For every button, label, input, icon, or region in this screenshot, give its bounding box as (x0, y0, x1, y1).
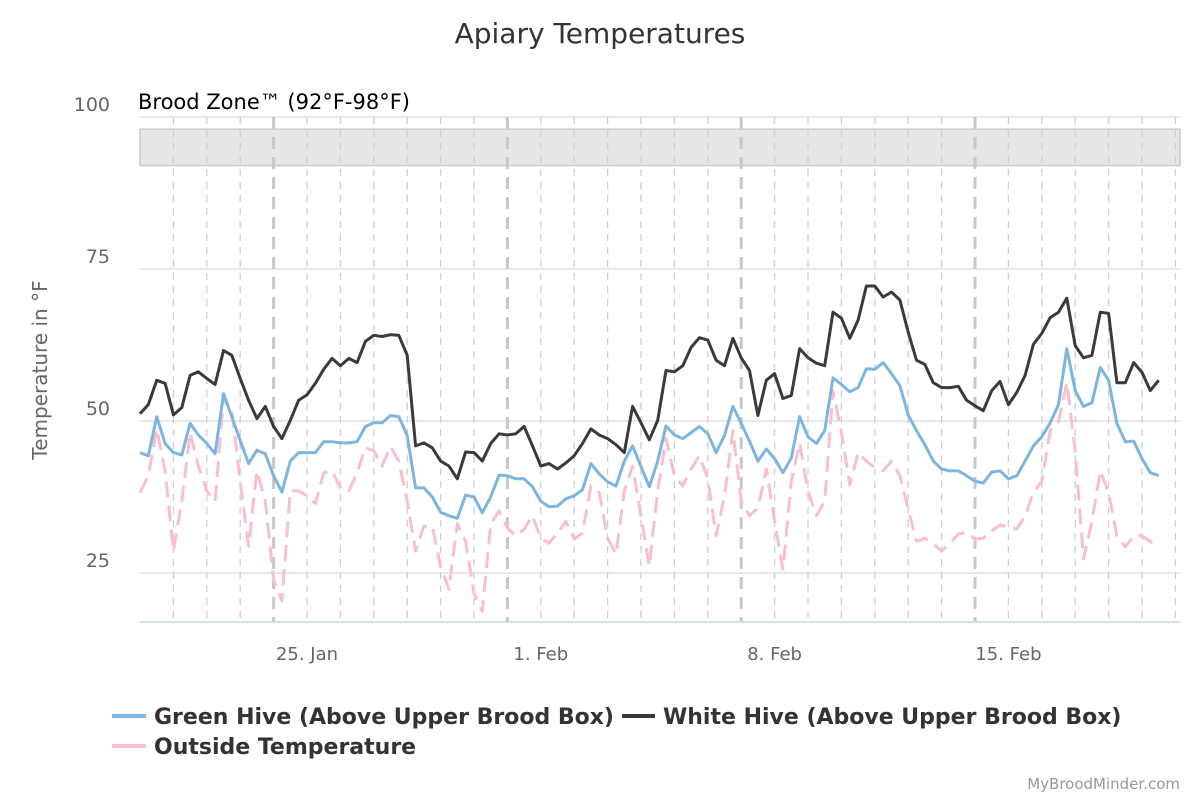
horizontal-gridlines (140, 116, 1180, 574)
y-tick-label: 75 (86, 246, 110, 268)
y-tick-label: 100 (74, 94, 110, 116)
legend-label-outside-temperature: Outside Temperature (154, 735, 416, 760)
x-tick-label: 8. Feb (747, 644, 802, 665)
legend-label-white-hive: White Hive (Above Upper Brood Box) (663, 705, 1121, 730)
series-lines (138, 284, 1160, 613)
legend-item-outside-temperature[interactable]: Outside Temperature (112, 735, 416, 760)
credit-link[interactable]: MyBroodMinder.com (1027, 775, 1180, 793)
legend-item-green-hive[interactable]: Green Hive (Above Upper Brood Box) (112, 705, 614, 730)
series-line-white-hive-above-upper-brood-box[interactable] (138, 284, 1160, 481)
y-tick-label: 25 (86, 550, 110, 572)
y-tick-label: 50 (86, 398, 110, 420)
legend-item-white-hive[interactable]: White Hive (Above Upper Brood Box) (622, 705, 1121, 730)
chart-title: Apiary Temperatures (455, 17, 746, 50)
brood-zone-band (139, 128, 1181, 167)
legend-label-green-hive: Green Hive (Above Upper Brood Box) (154, 705, 614, 730)
legend: Green Hive (Above Upper Brood Box) White… (112, 705, 1121, 760)
y-axis-ticks: 25 50 75 100 (74, 94, 110, 572)
brood-zone-rect (139, 128, 1181, 167)
brood-zone-label: Brood Zone™ (92°F-98°F) (138, 90, 410, 114)
x-axis-ticks: 25. Jan 1. Feb 8. Feb 15. Feb (276, 644, 1042, 665)
x-tick-label: 15. Feb (975, 644, 1041, 665)
y-axis-label: Temperature in °F (28, 280, 52, 460)
series-line-green-hive-above-upper-brood-box[interactable] (139, 347, 1160, 520)
x-tick-label: 25. Jan (276, 644, 338, 665)
x-tick-label: 1. Feb (513, 644, 568, 665)
